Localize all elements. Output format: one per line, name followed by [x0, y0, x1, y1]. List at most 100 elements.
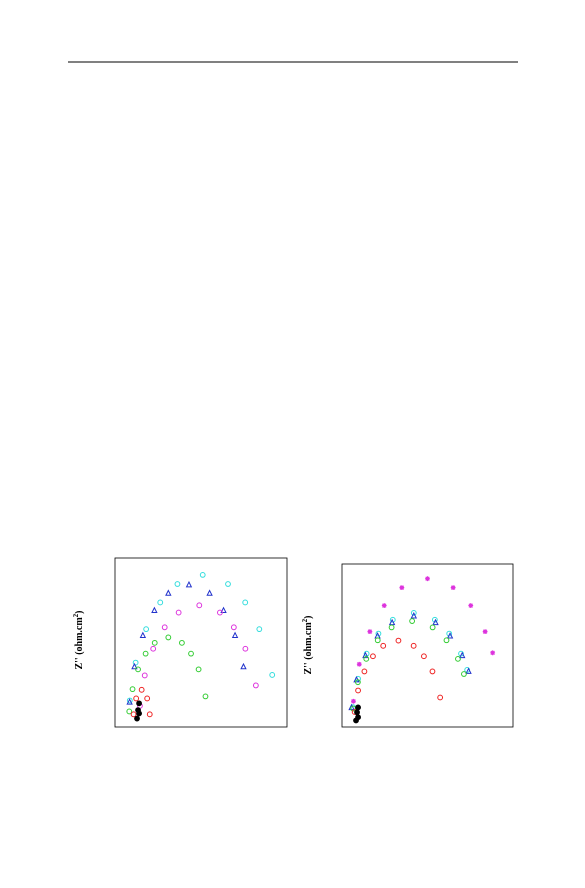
data-point [165, 634, 172, 641]
y-axis-label-part: Z'' (ohm.cm [303, 622, 314, 675]
data-point [437, 694, 444, 701]
data-point [240, 662, 247, 670]
data-point [126, 708, 133, 715]
data-point [348, 703, 355, 711]
data-point [459, 651, 466, 659]
data-point [133, 695, 140, 702]
y-axis-label-part: ) [74, 610, 85, 613]
data-point [179, 639, 185, 646]
data-point [410, 642, 417, 649]
data-point [482, 629, 488, 635]
data-point [367, 629, 373, 635]
data-point [217, 609, 223, 616]
data-point [468, 603, 474, 608]
series [351, 576, 496, 704]
data-point [141, 672, 148, 679]
data-point [138, 686, 145, 693]
y-axis-label-part: ) [303, 615, 314, 618]
series [351, 637, 444, 715]
series [348, 612, 472, 711]
data-point [465, 667, 472, 674]
data-point [355, 704, 361, 711]
data-point [134, 715, 140, 722]
data-point [144, 695, 151, 702]
data-point [231, 631, 239, 639]
data-point [461, 671, 467, 677]
series [137, 602, 259, 709]
data-point [380, 642, 387, 649]
data-point [356, 661, 362, 667]
data-point [151, 606, 158, 614]
data-point [361, 668, 368, 675]
series [134, 700, 142, 722]
data-point [443, 637, 450, 644]
data-point [126, 697, 133, 704]
series [353, 704, 361, 724]
data-point [136, 700, 142, 707]
data-point [225, 581, 231, 587]
data-point [136, 710, 142, 717]
data-point [126, 698, 133, 705]
data-point [421, 653, 427, 660]
data-point [351, 698, 356, 704]
data-point [195, 666, 202, 673]
data-point [242, 645, 249, 652]
data-point [220, 606, 227, 614]
series [126, 580, 247, 705]
data-point [370, 653, 376, 660]
data-point [202, 693, 209, 700]
data-point [142, 650, 149, 657]
data-point [165, 589, 172, 596]
data-point [196, 602, 203, 609]
data-point [242, 599, 249, 606]
y-axis-label-part: Z'' (ohm.cm [74, 617, 85, 670]
data-point [362, 651, 369, 659]
data-point [429, 624, 436, 631]
data-point [395, 637, 402, 644]
y-axis-label-part: 2 [72, 613, 80, 617]
data-point [157, 599, 164, 606]
series [126, 572, 276, 704]
data-point [199, 572, 206, 578]
data-point [230, 624, 237, 631]
data-point [455, 655, 461, 662]
data-point [363, 655, 370, 662]
data-point [139, 631, 147, 639]
data-point [252, 682, 259, 689]
data-point [450, 585, 456, 591]
data-point [355, 679, 361, 686]
data-point [151, 639, 158, 646]
plot-frame [341, 563, 514, 728]
y-axis-label: Z'' (ohm.cm2) [301, 615, 314, 674]
data-point [432, 618, 439, 626]
data-point [188, 650, 194, 657]
data-point [206, 589, 213, 596]
data-point [490, 650, 496, 656]
series [130, 686, 153, 718]
data-point [135, 666, 141, 673]
data-point [150, 645, 157, 652]
data-point [425, 576, 430, 582]
data-point [374, 637, 381, 644]
data-point [129, 686, 136, 693]
data-point [146, 711, 153, 718]
data-point [381, 603, 387, 608]
data-point [161, 624, 168, 631]
series [350, 618, 467, 712]
data-point [410, 610, 417, 616]
data-point [143, 626, 150, 633]
data-point [355, 714, 361, 721]
data-point [185, 580, 193, 588]
y-axis-label-part: 2 [301, 618, 309, 622]
data-point [175, 609, 182, 616]
data-point [256, 626, 263, 633]
data-point [130, 711, 137, 718]
data-point [269, 672, 276, 678]
data-point [132, 659, 139, 666]
data-point [410, 612, 418, 619]
series [126, 634, 209, 715]
data-point [355, 687, 361, 694]
data-point [399, 585, 405, 591]
